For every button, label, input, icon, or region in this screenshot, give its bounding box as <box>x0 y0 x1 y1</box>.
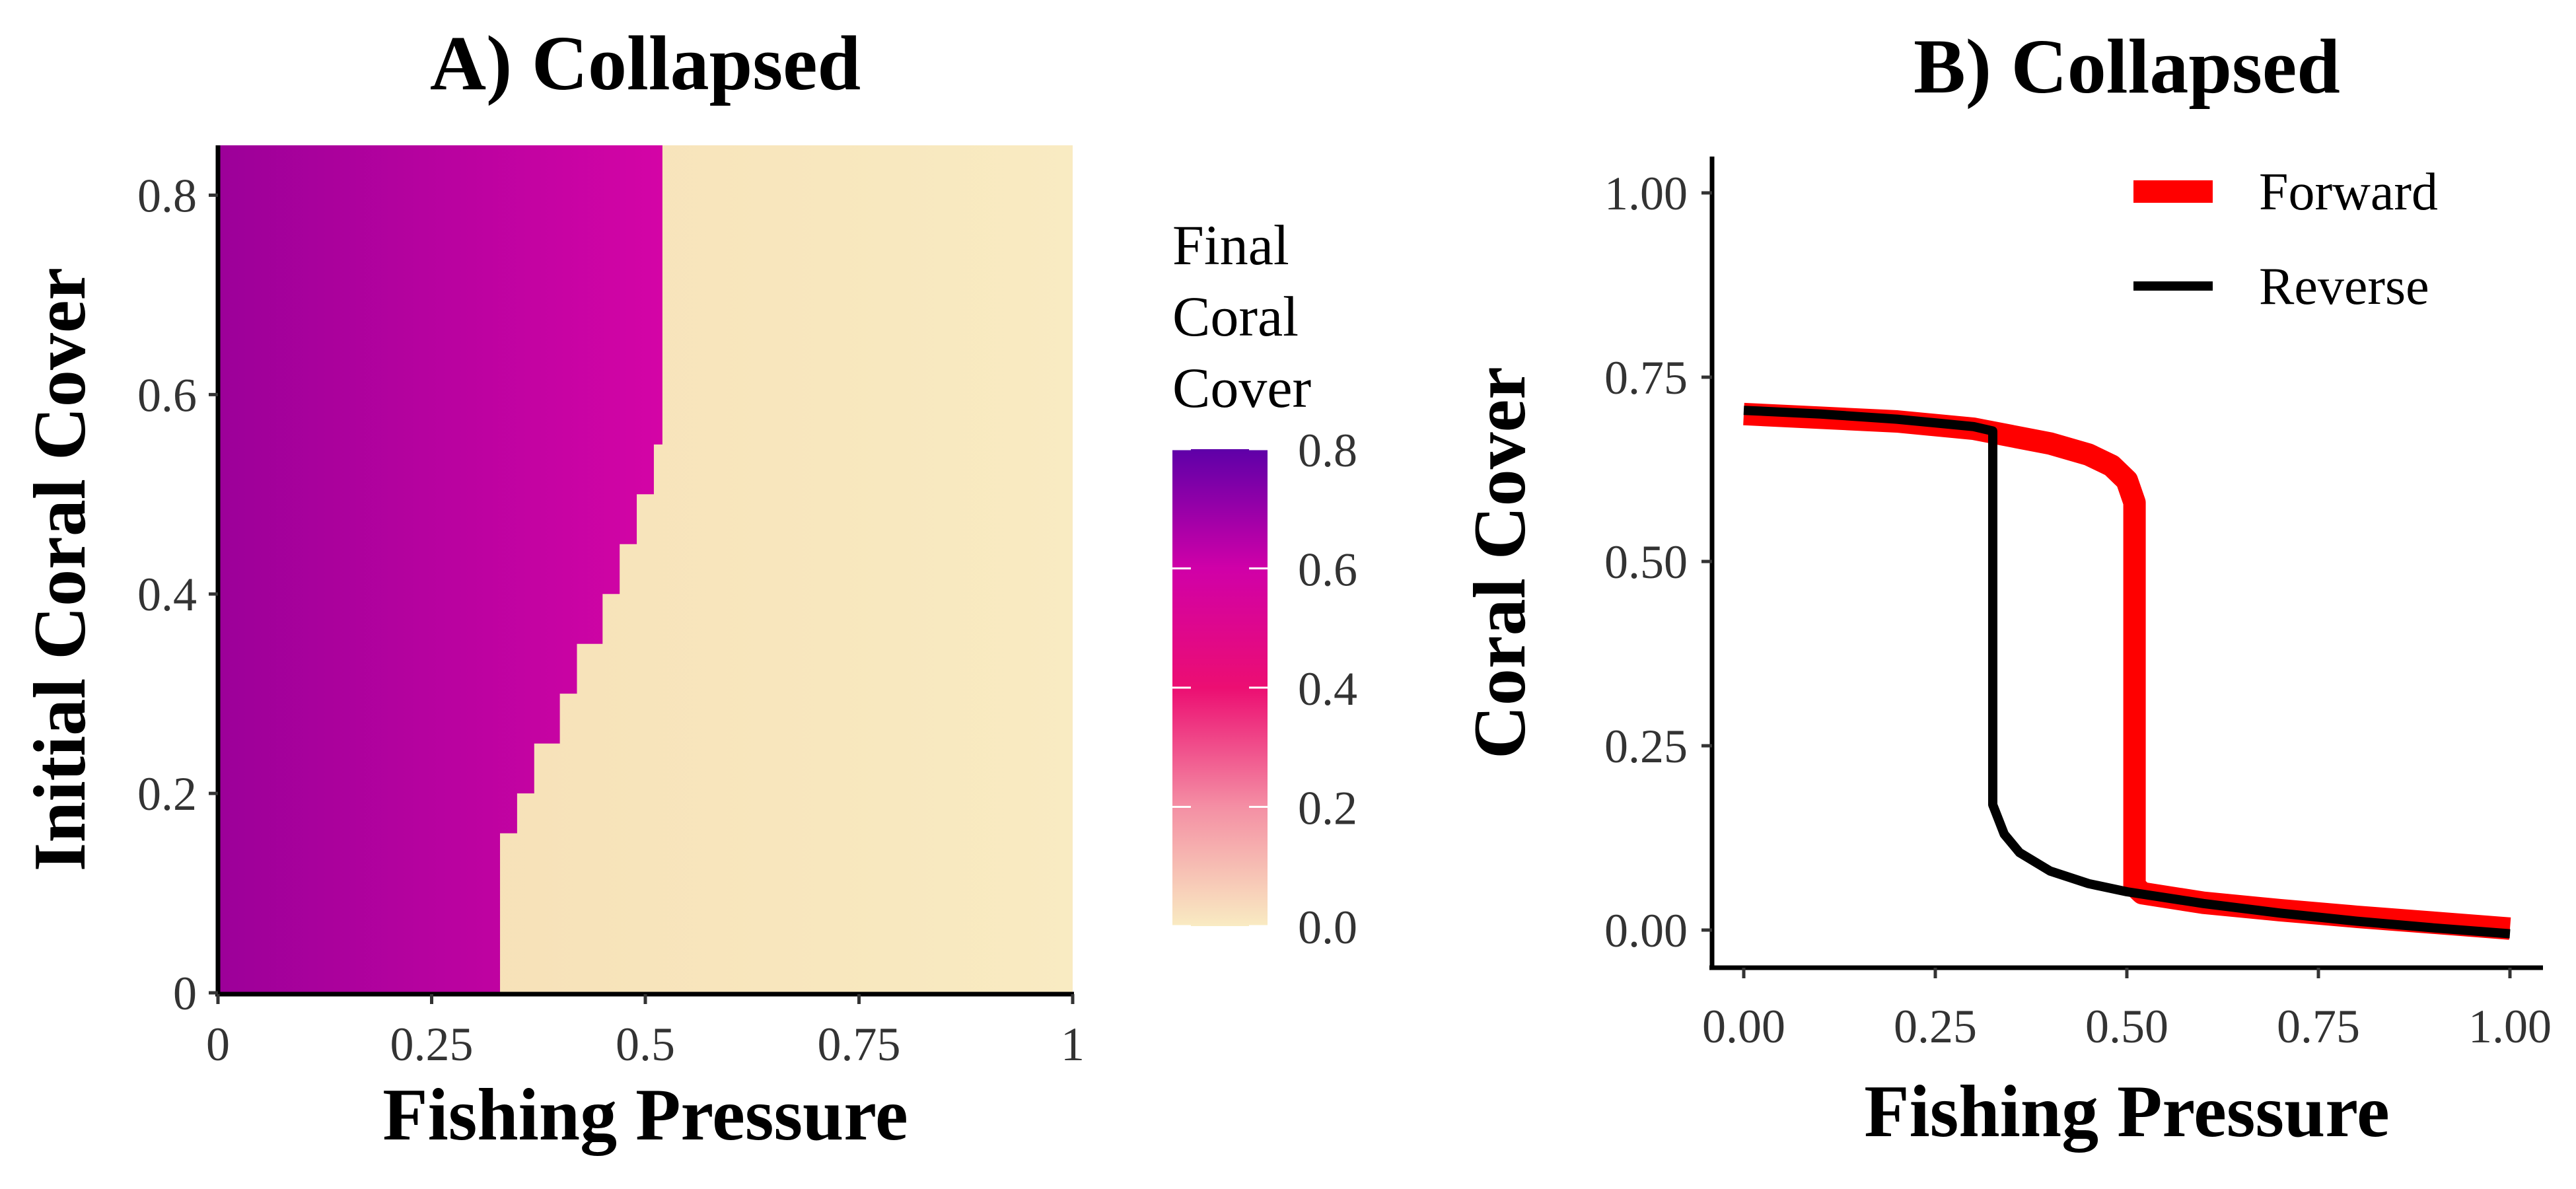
heatmap-x-axis-title: Fishing Pressure <box>382 1074 908 1156</box>
line-series-group <box>1743 402 2511 940</box>
heatmap-plot <box>218 145 1073 993</box>
line-x-tick-label: 0.50 <box>2085 1000 2168 1053</box>
line-y-tick-label: 0.75 <box>1604 351 1688 404</box>
heatmap-healthy-region <box>218 145 662 993</box>
colorbar-title-line2: Coral <box>1172 285 1299 348</box>
series-forward-line <box>1743 402 2511 940</box>
heatmap-y-tick-label: 0 <box>173 967 197 1020</box>
panel-a-title: A) Collapsed <box>430 20 861 106</box>
legend: Forward Reverse <box>2133 163 2438 316</box>
line-x-ticks: 0.00 0.25 0.50 0.75 1.00 <box>1702 968 2552 1053</box>
line-y-tick-label: 0.00 <box>1604 904 1688 957</box>
line-y-axis-title: Coral Cover <box>1459 367 1541 759</box>
heatmap-x-tick-label: 0.75 <box>818 1018 901 1071</box>
heatmap-y-ticks: 0 0.2 0.4 0.6 0.8 <box>137 169 218 1020</box>
panel-b-title: B) Collapsed <box>1914 23 2340 110</box>
line-x-tick-label: 1.00 <box>2468 1000 2552 1053</box>
heatmap-x-tick-label: 0.25 <box>390 1018 474 1071</box>
heatmap-y-tick-label: 0.2 <box>137 768 197 820</box>
colorbar-title-line1: Final <box>1172 213 1289 277</box>
line-x-tick-label: 0.25 <box>1894 1000 1977 1053</box>
colorbar-tick-label: 0.8 <box>1298 424 1357 477</box>
colorbar-ticks: 0.0 0.2 0.4 0.6 0.8 <box>1172 424 1357 954</box>
panel-b: B) Collapsed 0.000.250.500.751.00 0.00 0.… <box>1459 23 2552 1153</box>
colorbar: Final Coral Cover 0.0 0.2 0.4 0.6 0.8 <box>1172 213 1357 954</box>
line-x-tick-label: 0.75 <box>2277 1000 2360 1053</box>
line-y-tick-label: 1.00 <box>1604 167 1688 220</box>
colorbar-title-line3: Cover <box>1172 356 1311 419</box>
line-y-tick-label: 0.50 <box>1604 536 1688 589</box>
colorbar-tick-label: 0.6 <box>1298 544 1357 596</box>
heatmap-y-tick-label: 0.6 <box>137 369 197 421</box>
legend-reverse-label: Reverse <box>2259 258 2429 316</box>
line-y-ticks: 0.00 0.25 0.50 0.75 1.00 <box>1604 167 1712 957</box>
colorbar-tick-label: 0.2 <box>1298 782 1357 835</box>
colorbar-tick-label: 0.0 <box>1298 901 1357 954</box>
legend-forward-label: Forward <box>2259 163 2438 221</box>
heatmap-x-tick-label: 0 <box>206 1018 230 1071</box>
heatmap-x-tick-label: 1 <box>1061 1018 1085 1071</box>
series-reverse-line <box>1743 406 2511 939</box>
line-x-axis-title: Fishing Pressure <box>1864 1071 2389 1153</box>
heatmap-x-ticks: 0 0.25 0.5 0.75 1 <box>206 994 1085 1071</box>
heatmap-y-axis-title: Initial Coral Cover <box>19 268 101 872</box>
panel-a: A) Collapsed 0 0.2 0.4 0.6 0.8 0 0.25 0.5 0.75 1… <box>19 20 1357 1156</box>
colorbar-tick-label: 0.4 <box>1298 663 1357 715</box>
heatmap-y-tick-label: 0.4 <box>137 568 197 621</box>
heatmap-y-tick-label: 0.8 <box>137 169 197 222</box>
heatmap-x-tick-label: 0.5 <box>616 1018 675 1071</box>
line-y-tick-label: 0.25 <box>1604 720 1688 773</box>
line-x-tick-label: 0.00 <box>1702 1000 1785 1053</box>
